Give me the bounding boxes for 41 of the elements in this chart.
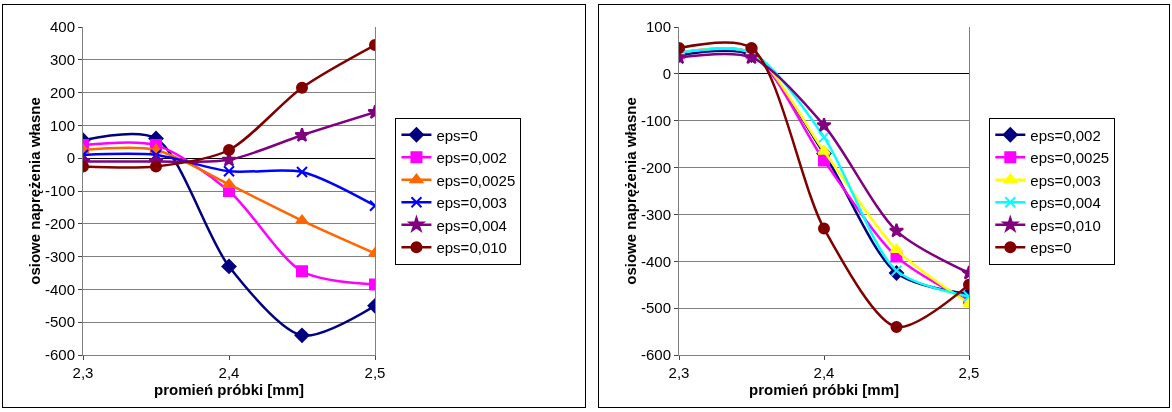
y-tick-label: 100 <box>645 18 671 36</box>
y-tick-label: 200 <box>49 83 75 101</box>
legend-label: eps=0,003 <box>1030 171 1101 189</box>
y-tick-label: -400 <box>44 280 75 298</box>
legend-label: eps=0,010 <box>436 239 507 257</box>
y-tick-label: -200 <box>640 158 671 176</box>
y-tick-label: 0 <box>662 65 671 83</box>
x-tick-label: 2,5 <box>364 364 386 381</box>
legend-label: eps=0,002 <box>1030 126 1101 144</box>
legend-label: eps=0,010 <box>1030 216 1101 234</box>
legend-label: eps=0 <box>1030 239 1072 257</box>
legend-label: eps=0 <box>436 126 478 144</box>
y-tick-label: -100 <box>44 182 75 200</box>
legend-label: eps=0,003 <box>436 194 507 212</box>
y-tick-label: 0 <box>66 149 75 167</box>
y-tick-label: -300 <box>640 205 671 223</box>
y-tick-label: -600 <box>44 346 75 364</box>
y-tick-label: -400 <box>640 252 671 270</box>
x-axis-title: promień próbki [mm] <box>154 381 305 398</box>
y-tick-label: 300 <box>49 51 75 69</box>
x-tick-label: 2,5 <box>958 364 980 381</box>
legend-label: eps=0,004 <box>436 216 507 234</box>
y-axis-title: osiowe naprężenia własne <box>621 97 639 285</box>
legend-label: eps=0,002 <box>436 149 507 167</box>
y-tick-label: 400 <box>49 18 75 36</box>
y-tick-label: -300 <box>44 247 75 265</box>
y-tick-label: 100 <box>49 116 75 134</box>
x-axis-title: promień próbki [mm] <box>749 381 900 398</box>
y-tick-label: -600 <box>640 346 671 364</box>
x-tick-label: 2,4 <box>218 364 240 381</box>
y-tick-label: -100 <box>640 111 671 129</box>
y-axis-title: osiowe naprężenia własne <box>25 97 43 285</box>
legend-label: eps=0,004 <box>1030 194 1101 212</box>
y-tick-label: -500 <box>44 313 75 331</box>
legend-label: eps=0,0025 <box>1030 149 1110 167</box>
x-tick-label: 2,3 <box>668 364 690 381</box>
x-tick-label: 2,3 <box>72 364 94 381</box>
y-tick-label: -500 <box>640 299 671 317</box>
legend-label: eps=0,0025 <box>436 171 516 189</box>
y-tick-label: -200 <box>44 215 75 233</box>
x-tick-label: 2,4 <box>813 364 835 381</box>
